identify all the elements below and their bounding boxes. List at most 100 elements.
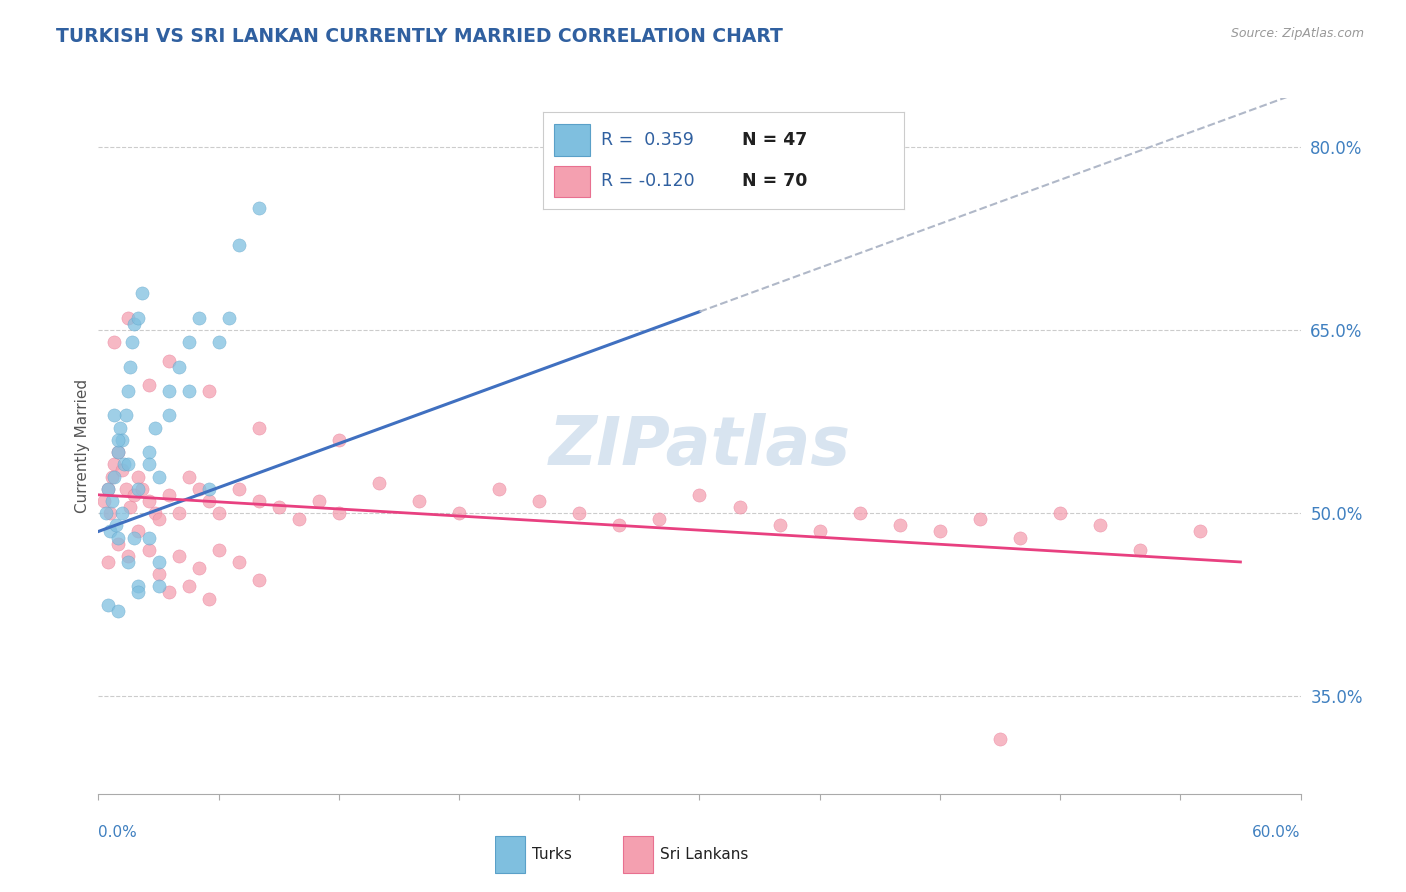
Point bbox=[117, 384, 139, 398]
Point bbox=[101, 494, 124, 508]
Point bbox=[103, 335, 125, 350]
Point bbox=[287, 512, 309, 526]
Point bbox=[131, 286, 153, 301]
Point bbox=[197, 384, 219, 398]
Text: Source: ZipAtlas.com: Source: ZipAtlas.com bbox=[1230, 27, 1364, 40]
Point bbox=[148, 512, 170, 526]
Point bbox=[128, 469, 150, 483]
Point bbox=[117, 310, 139, 325]
Point bbox=[131, 482, 153, 496]
Point bbox=[368, 475, 391, 490]
Point bbox=[208, 542, 231, 557]
Point bbox=[128, 310, 150, 325]
Point bbox=[97, 482, 120, 496]
Point bbox=[1088, 518, 1111, 533]
Point bbox=[124, 488, 146, 502]
Point bbox=[929, 524, 952, 539]
Point bbox=[167, 506, 190, 520]
Point bbox=[157, 384, 180, 398]
Point bbox=[148, 555, 170, 569]
Point bbox=[167, 549, 190, 563]
Point bbox=[107, 531, 129, 545]
Point bbox=[187, 310, 209, 325]
Point bbox=[96, 506, 118, 520]
Point bbox=[328, 433, 350, 447]
Point bbox=[1049, 506, 1071, 520]
Point bbox=[197, 494, 219, 508]
Point bbox=[117, 549, 139, 563]
Point bbox=[124, 531, 146, 545]
Text: ZIPatlas: ZIPatlas bbox=[548, 413, 851, 479]
Point bbox=[308, 494, 330, 508]
Point bbox=[157, 353, 180, 368]
Point bbox=[103, 409, 125, 423]
Point bbox=[100, 506, 122, 520]
Point bbox=[228, 237, 250, 252]
Point bbox=[101, 469, 124, 483]
Point bbox=[768, 518, 790, 533]
Point bbox=[568, 506, 591, 520]
Point bbox=[889, 518, 911, 533]
Point bbox=[121, 335, 143, 350]
Point bbox=[328, 506, 350, 520]
Point bbox=[157, 585, 180, 599]
Point bbox=[103, 458, 125, 472]
Point bbox=[143, 420, 166, 434]
Point bbox=[267, 500, 290, 514]
Point bbox=[107, 536, 129, 550]
Point bbox=[408, 494, 430, 508]
Point bbox=[138, 494, 160, 508]
Point bbox=[128, 524, 150, 539]
Point bbox=[208, 335, 231, 350]
Point bbox=[105, 518, 128, 533]
Point bbox=[447, 506, 470, 520]
Point bbox=[177, 469, 200, 483]
Point bbox=[97, 482, 120, 496]
Point bbox=[93, 494, 115, 508]
Point bbox=[808, 524, 831, 539]
Point bbox=[688, 488, 710, 502]
Point bbox=[103, 469, 125, 483]
Point bbox=[138, 542, 160, 557]
Point bbox=[148, 469, 170, 483]
Point bbox=[120, 500, 142, 514]
Point bbox=[187, 561, 209, 575]
Point bbox=[128, 585, 150, 599]
Point bbox=[107, 445, 129, 459]
Y-axis label: Currently Married: Currently Married bbox=[75, 379, 90, 513]
Point bbox=[97, 598, 120, 612]
Point bbox=[138, 445, 160, 459]
Point bbox=[117, 555, 139, 569]
Point bbox=[177, 335, 200, 350]
Point bbox=[148, 579, 170, 593]
Text: TURKISH VS SRI LANKAN CURRENTLY MARRIED CORRELATION CHART: TURKISH VS SRI LANKAN CURRENTLY MARRIED … bbox=[56, 27, 783, 45]
Point bbox=[177, 579, 200, 593]
Point bbox=[157, 488, 180, 502]
Point bbox=[120, 359, 142, 374]
Point bbox=[218, 310, 240, 325]
Point bbox=[197, 591, 219, 606]
Point bbox=[197, 482, 219, 496]
Point bbox=[177, 384, 200, 398]
Point bbox=[529, 494, 551, 508]
Point bbox=[247, 574, 270, 588]
Point bbox=[115, 482, 138, 496]
Point bbox=[128, 482, 150, 496]
Text: 0.0%: 0.0% bbox=[98, 825, 138, 840]
Point bbox=[648, 512, 671, 526]
Point bbox=[208, 506, 231, 520]
Point bbox=[1129, 542, 1152, 557]
Point bbox=[1008, 531, 1031, 545]
Point bbox=[228, 555, 250, 569]
Point bbox=[107, 604, 129, 618]
Point bbox=[849, 506, 872, 520]
Point bbox=[609, 518, 631, 533]
Point bbox=[111, 506, 134, 520]
Point bbox=[988, 731, 1011, 746]
Point bbox=[107, 445, 129, 459]
Point bbox=[167, 359, 190, 374]
Point bbox=[100, 524, 122, 539]
Point bbox=[138, 531, 160, 545]
Point bbox=[488, 482, 510, 496]
Point bbox=[110, 420, 132, 434]
